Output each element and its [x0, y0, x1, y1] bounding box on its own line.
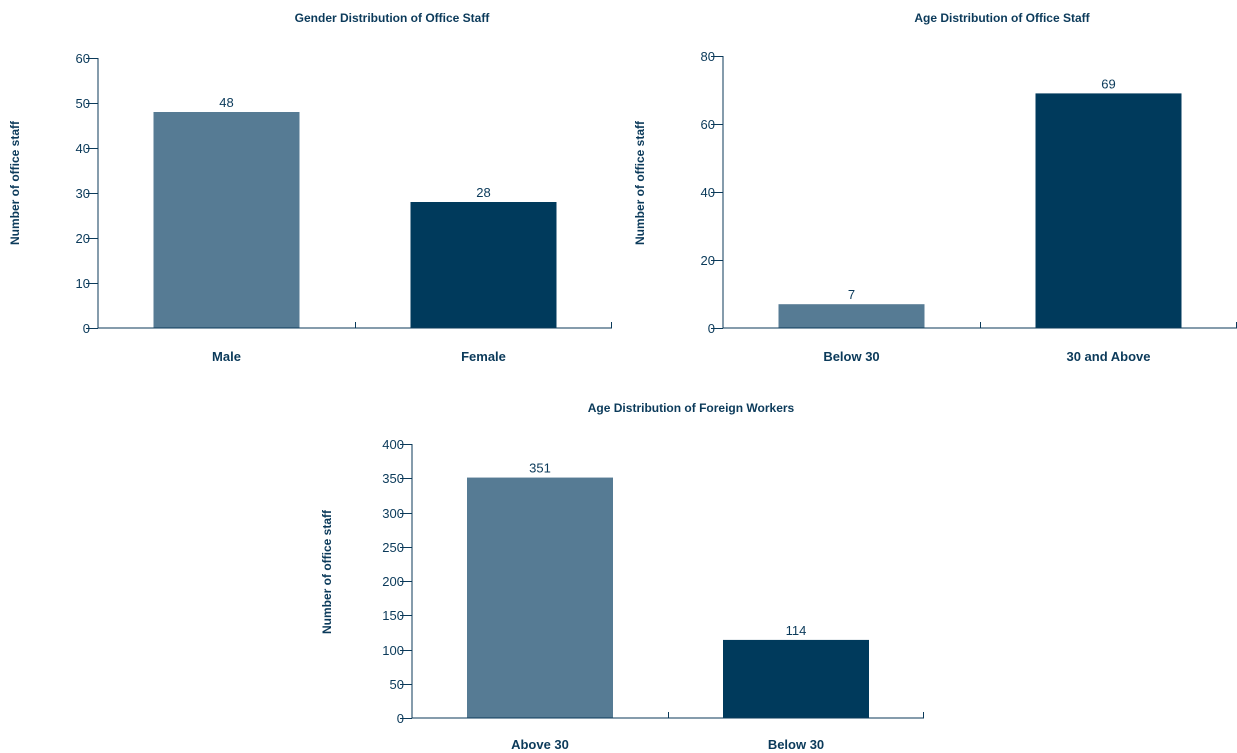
chart-title: Age Distribution of Office Staff [914, 11, 1090, 25]
y-tick-label: 200 [382, 574, 404, 589]
data-label: 48 [219, 95, 233, 110]
y-tick-label: 150 [382, 608, 404, 623]
y-tick-label: 350 [382, 471, 404, 486]
bars [778, 93, 1182, 329]
y-axis-ticks: 0 20 40 60 80 [701, 49, 723, 336]
category-label: Above 30 [511, 737, 569, 752]
y-tick-label: 40 [701, 185, 715, 200]
y-axis-label: Number of office staff [320, 509, 334, 634]
category-label: Below 30 [823, 349, 879, 364]
y-tick-label: 80 [701, 49, 715, 64]
y-tick-label: 100 [382, 643, 404, 658]
category-label: 30 and Above [1066, 349, 1150, 364]
data-label: 28 [476, 185, 490, 200]
y-tick-label: 40 [76, 141, 90, 156]
y-tick-label: 0 [397, 711, 404, 726]
y-tick-label: 0 [83, 321, 90, 336]
y-tick-label: 20 [701, 253, 715, 268]
category-label: Below 30 [768, 737, 824, 752]
y-tick-label: 10 [76, 276, 90, 291]
y-axis-ticks: 0 10 20 30 40 50 60 [76, 51, 98, 336]
y-tick-label: 0 [708, 321, 715, 336]
y-tick-label: 300 [382, 506, 404, 521]
chart-title: Age Distribution of Foreign Workers [588, 401, 795, 415]
bar-below-30 [723, 639, 869, 718]
bars [153, 112, 557, 328]
y-axis-label: Number of office staff [633, 120, 647, 245]
y-tick-label: 250 [382, 540, 404, 555]
bars [467, 477, 869, 718]
y-axis-ticks: 0 50 100 150 200 250 300 350 400 [382, 437, 412, 726]
y-tick-label: 30 [76, 186, 90, 201]
data-labels: 7 69 [848, 76, 1116, 302]
bar-above-30 [467, 477, 613, 718]
y-tick-label: 50 [76, 96, 90, 111]
y-tick-label: 400 [382, 437, 404, 452]
category-labels: Above 30 Below 30 [511, 737, 824, 752]
category-label: Male [212, 349, 241, 364]
data-labels: 351 114 [529, 461, 806, 638]
chart-title: Gender Distribution of Office Staff [295, 11, 491, 25]
bar-below-30 [778, 304, 925, 328]
data-label: 7 [848, 287, 855, 302]
chart-age-foreign-workers: Age Distribution of Foreign Workers Numb… [320, 401, 924, 752]
bar-female [410, 202, 557, 328]
chart-age-office-staff: Age Distribution of Office Staff Number … [633, 11, 1237, 364]
y-axis-label: Number of office staff [8, 120, 22, 245]
y-tick-label: 20 [76, 231, 90, 246]
bar-30-and-above [1035, 93, 1182, 329]
y-tick-label: 50 [390, 677, 404, 692]
data-label: 114 [786, 623, 807, 638]
axes [97, 58, 612, 329]
data-label: 351 [529, 461, 551, 476]
chart-gender-office-staff: Gender Distribution of Office Staff Numb… [8, 11, 612, 364]
category-label: Female [461, 349, 506, 364]
category-labels: Below 30 30 and Above [823, 349, 1150, 364]
y-tick-label: 60 [701, 117, 715, 132]
axes [411, 444, 924, 719]
data-labels: 48 28 [219, 95, 490, 200]
category-labels: Male Female [212, 349, 506, 364]
y-tick-label: 60 [76, 51, 90, 66]
data-label: 69 [1101, 76, 1115, 91]
bar-male [153, 112, 300, 328]
